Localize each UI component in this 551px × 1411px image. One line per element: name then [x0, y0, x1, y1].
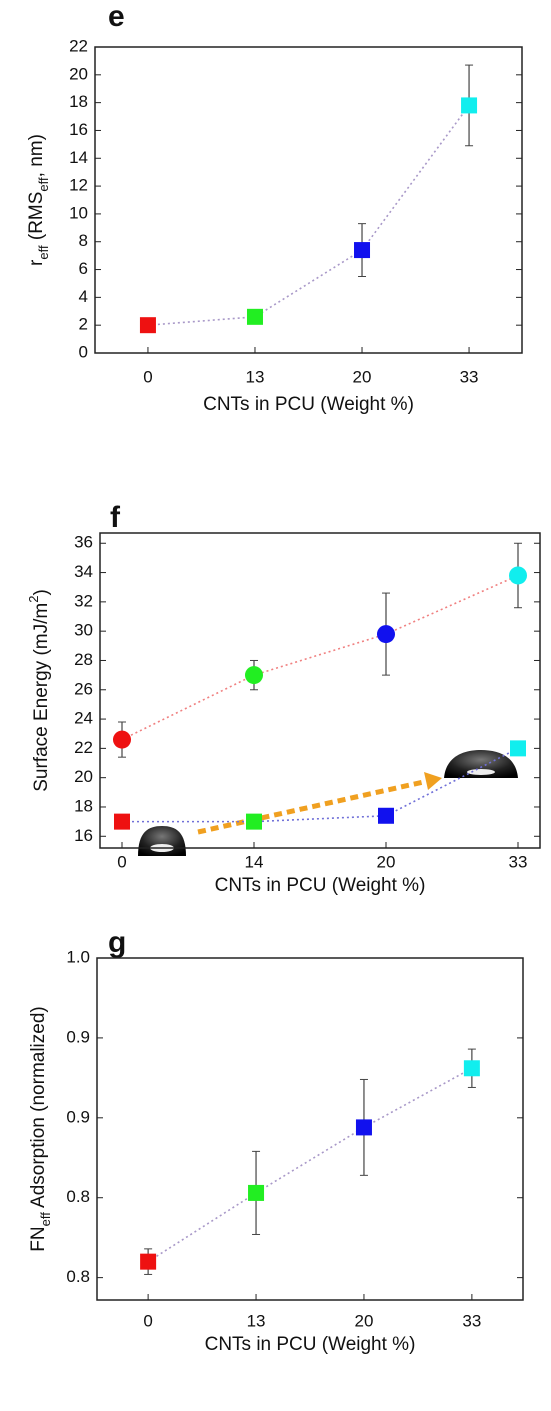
x-axis-label: CNTs in PCU (Weight %) [215, 875, 426, 896]
y-tick-label: 22 [74, 738, 93, 757]
marker [139, 317, 156, 334]
x-tick-label: 13 [247, 1311, 266, 1330]
y-tick-label: 30 [74, 621, 93, 640]
y-tick-label: 0.9 [66, 1107, 90, 1126]
y-tick-label: 20 [74, 767, 93, 786]
x-axis-label: CNTs in PCU (Weight %) [203, 394, 414, 415]
x-tick-label: 20 [354, 1311, 373, 1330]
y-tick-label: 16 [69, 120, 88, 139]
x-tick-label: 33 [460, 367, 479, 386]
y-axis-label-part: eff [38, 1212, 53, 1227]
y-axis-label: reff (RMSeff, nm) [26, 134, 51, 266]
marker [461, 97, 478, 114]
y-axis-label-part: , nm) [26, 134, 47, 177]
x-tick-label: 33 [509, 852, 528, 871]
y-axis-label-part: eff [36, 177, 51, 192]
y-tick-label: 0.9 [66, 1027, 90, 1046]
marker [377, 625, 395, 644]
marker [140, 1253, 157, 1270]
arrow-head [424, 772, 442, 790]
y-tick-label: 14 [69, 148, 88, 167]
y-tick-label: 28 [74, 650, 93, 669]
contact-angle-illustration [134, 748, 522, 860]
x-tick-label: 20 [353, 367, 372, 386]
y-axis-label-part: ) [31, 589, 52, 595]
y-axis-label-part: eff [36, 245, 51, 260]
marker [245, 666, 263, 685]
y-axis-label: Surface Energy (mJ/m2) [26, 589, 52, 792]
y-tick-label: 16 [74, 826, 93, 845]
marker [113, 730, 131, 749]
marker [355, 1119, 372, 1136]
x-tick-label: 0 [143, 367, 152, 386]
x-tick-label: 0 [117, 852, 126, 871]
y-axis-label-part: 2 [26, 596, 41, 603]
y-tick-label: 32 [74, 591, 93, 610]
x-tick-label: 33 [462, 1311, 481, 1330]
y-tick-label: 6 [79, 259, 88, 278]
y-tick-label: 34 [74, 562, 93, 581]
y-tick-label: 0.8 [66, 1187, 90, 1206]
y-axis-label-part: Surface Energy (mJ/m [31, 603, 52, 792]
marker [114, 813, 130, 830]
y-tick-label: 10 [69, 203, 88, 222]
arrow-shaft [197, 778, 429, 835]
y-tick-label: 1.0 [66, 947, 90, 966]
y-tick-label: 20 [69, 64, 88, 83]
panel-title: f [110, 501, 121, 534]
panel-title: g [108, 926, 126, 959]
plot-frame [96, 957, 524, 1301]
marker [248, 1184, 265, 1201]
y-tick-label: 18 [69, 92, 88, 111]
x-tick-label: 14 [245, 852, 264, 871]
marker [510, 740, 526, 757]
y-tick-label: 24 [74, 709, 93, 728]
marker [463, 1060, 480, 1077]
y-axis-label-part: Adsorption (normalized) [28, 1006, 49, 1212]
x-tick-label: 20 [377, 852, 396, 871]
connector-line [122, 747, 519, 823]
marker [354, 242, 371, 259]
marker [246, 308, 263, 325]
y-tick-label: 22 [69, 36, 88, 55]
y-axis-label-part: (RMS [26, 192, 47, 246]
y-tick-label: 36 [74, 533, 93, 552]
plot-frame [99, 532, 541, 849]
y-axis-label: FNeff Adsorption (normalized) [28, 1006, 53, 1251]
x-tick-label: 0 [143, 1311, 152, 1330]
y-tick-label: 2 [79, 315, 88, 334]
marker [246, 813, 262, 830]
connector-line [147, 1067, 473, 1263]
y-tick-label: 0 [79, 342, 88, 361]
y-tick-label: 26 [74, 679, 93, 698]
connector-line [147, 104, 470, 326]
y-tick-label: 12 [69, 176, 88, 195]
y-tick-label: 18 [74, 796, 93, 815]
marker [509, 566, 527, 585]
y-tick-label: 0.8 [66, 1267, 90, 1286]
connector-line [121, 574, 519, 741]
x-axis-label: CNTs in PCU (Weight %) [205, 1334, 416, 1355]
y-axis-label-part: FN [28, 1226, 49, 1251]
droplet-highlight [467, 769, 495, 775]
x-tick-label: 13 [246, 367, 265, 386]
y-axis-label-part: r [26, 259, 47, 266]
marker [378, 807, 394, 824]
y-tick-label: 4 [79, 287, 88, 306]
panel-title: e [108, 0, 125, 33]
y-tick-label: 8 [79, 231, 88, 250]
plot-frame [94, 46, 523, 354]
